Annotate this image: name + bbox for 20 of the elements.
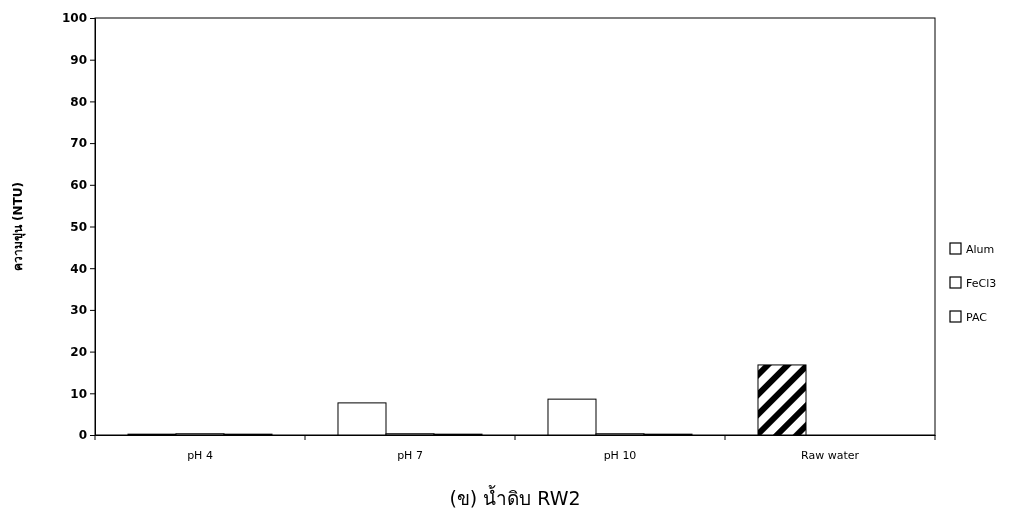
y-tick-label: 80 bbox=[70, 94, 87, 109]
x-tick-label: pH 4 bbox=[187, 448, 213, 462]
y-tick-label: 30 bbox=[70, 303, 87, 318]
x-tick-label: Raw water bbox=[801, 448, 860, 462]
y-axis-title: ความขุ่น (NTU) bbox=[11, 181, 26, 272]
legend-label: Alum bbox=[966, 243, 995, 256]
x-tick-label: pH 7 bbox=[397, 448, 423, 462]
y-tick-label: 40 bbox=[70, 261, 87, 276]
y-tick-label: 90 bbox=[70, 53, 87, 68]
legend-label: FeCl3 bbox=[966, 277, 997, 290]
y-tick-label: 20 bbox=[70, 344, 87, 359]
y-tick-label: 60 bbox=[70, 178, 87, 193]
text: (ข) น้ำดิบ RW2 bbox=[449, 485, 581, 509]
legend-label: PAC bbox=[966, 311, 988, 324]
y-tick-label: 10 bbox=[70, 386, 87, 401]
y-tick-label: 100 bbox=[61, 11, 87, 26]
y-tick-label: 70 bbox=[70, 136, 87, 151]
y-tick-label: 50 bbox=[70, 219, 87, 234]
y-tick-label: 0 bbox=[78, 428, 87, 443]
x-tick-label: pH 10 bbox=[603, 448, 637, 462]
